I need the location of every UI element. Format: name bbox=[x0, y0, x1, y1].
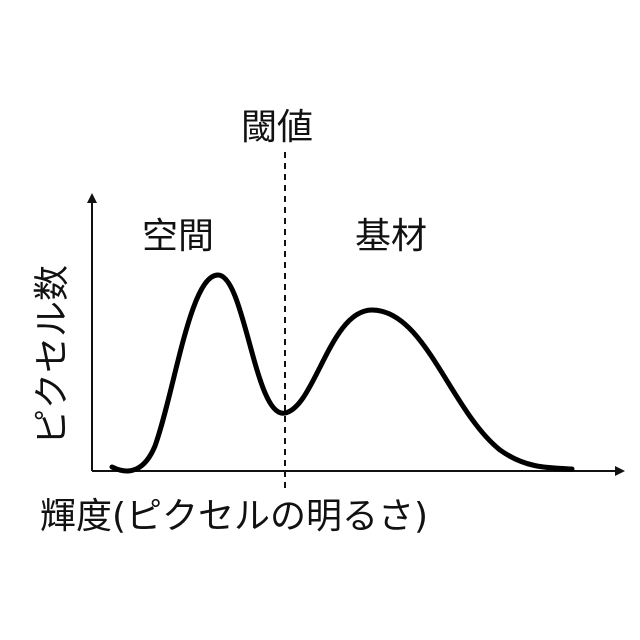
threshold-label: 閾値 bbox=[241, 107, 313, 148]
y-axis-label: ピクセル数 bbox=[32, 265, 73, 445]
substrate-label: 基材 bbox=[355, 216, 427, 257]
distribution-curve bbox=[112, 275, 572, 471]
void-label: 空間 bbox=[142, 216, 214, 257]
x-axis-label: 輝度(ピクセルの明るさ) bbox=[40, 496, 428, 537]
